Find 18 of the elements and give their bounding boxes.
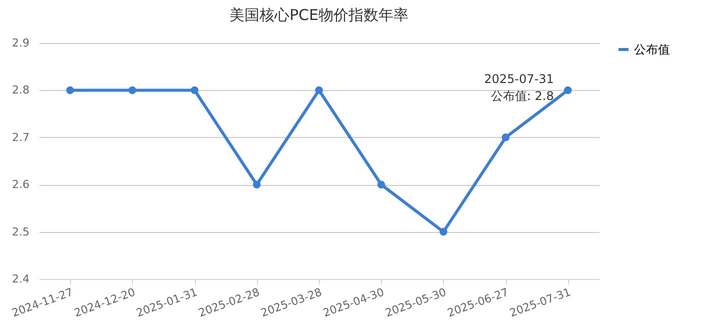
y-tick-label: 2.5 [12,225,30,238]
point [66,86,74,94]
y-tick-label: 2.6 [12,178,30,192]
point [315,86,323,94]
legend-label: 公布值 [634,42,670,56]
point [440,228,448,236]
y-tick-label: 2.9 [12,36,30,50]
chart-title: 美国核心PCE物价指数年率 [230,6,408,24]
annotation: 2025-07-31 公布值: 2.8 [484,72,554,104]
point [190,86,198,94]
y-tick-label: 2.4 [12,272,30,286]
point [377,180,386,188]
point [502,134,510,142]
y-tick-label: 2.8 [12,84,30,97]
point [564,86,572,94]
point [252,180,261,188]
point [128,86,136,94]
y-tick-label: 2.7 [12,130,30,144]
